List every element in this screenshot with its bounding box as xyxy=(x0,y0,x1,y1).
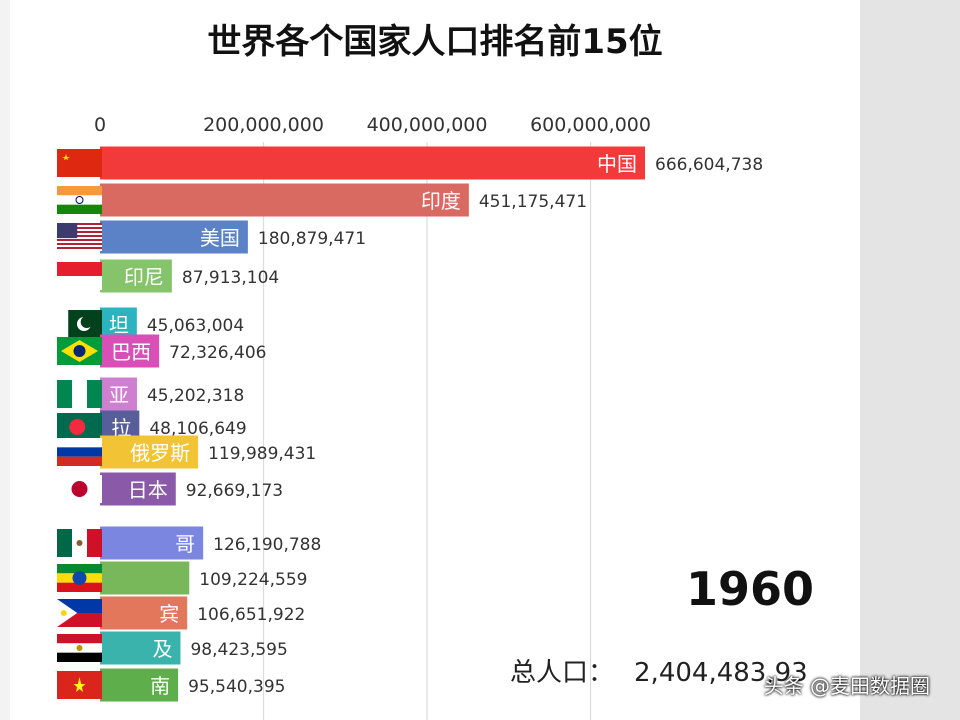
bar xyxy=(100,561,190,595)
bar-value-label: 72,326,406 xyxy=(169,343,266,363)
bar-label: 巴西 xyxy=(111,340,151,364)
bar xyxy=(100,668,179,702)
chart-canvas: 世界各个国家人口排名前15位 0 200,000,000 400,000,000 60… xyxy=(10,0,860,720)
bar xyxy=(100,146,645,180)
x-tick-label: 400,000,000 xyxy=(367,114,488,136)
bar-value-label: 95,540,395 xyxy=(188,677,285,697)
bar xyxy=(100,183,469,217)
bar-label: 美国 xyxy=(200,226,240,250)
bar-value-label: 48,106,649 xyxy=(149,419,246,439)
flag-usa-icon xyxy=(57,223,102,251)
flag-mexico-icon xyxy=(57,529,102,557)
bar xyxy=(100,334,160,368)
bar-label: 印尼 xyxy=(124,265,164,289)
flag-bangladesh-icon xyxy=(57,413,102,441)
bar-chart: 0 200,000,000 400,000,000 600,000,000 中国 666,… xyxy=(57,114,763,720)
page-margin-right xyxy=(860,0,960,720)
bar-value-label: 98,423,595 xyxy=(190,640,287,660)
chart-title: 世界各个国家人口排名前15位 xyxy=(207,22,663,62)
x-tick-label: 600,000,000 xyxy=(530,114,651,136)
bar-value-label: 126,190,788 xyxy=(213,535,321,555)
flag-indonesia-icon xyxy=(57,262,102,290)
page-margin-left xyxy=(0,0,10,720)
bar-label: 及 xyxy=(152,637,172,661)
bar-value-label: 666,604,738 xyxy=(655,155,763,175)
flag-nigeria-icon xyxy=(57,380,102,408)
bar xyxy=(100,631,181,665)
bar xyxy=(100,526,204,560)
bar xyxy=(100,596,188,630)
total-value: 2,404,483,93 xyxy=(634,658,808,688)
bar-label: 南 xyxy=(150,674,170,698)
bar-label: 亚 xyxy=(109,383,129,407)
bar xyxy=(100,435,199,469)
bar xyxy=(100,220,248,254)
bar-value-label: 45,202,318 xyxy=(147,386,244,406)
flag-ethiopia-icon xyxy=(57,564,102,592)
bar-label: 宾 xyxy=(159,602,179,626)
bar-value-label: 106,651,922 xyxy=(197,605,305,625)
bar-label: 俄罗斯 xyxy=(130,441,190,465)
bar-label: 拉 xyxy=(111,416,131,440)
bar xyxy=(100,472,176,506)
bar-value-label: 109,224,559 xyxy=(199,570,307,590)
bar-value-label: 180,879,471 xyxy=(258,229,366,249)
bar-label: 坦 xyxy=(109,313,129,337)
flag-india-icon xyxy=(57,186,102,214)
flag-japan-icon xyxy=(57,475,102,503)
bar-value-label: 451,175,471 xyxy=(479,192,587,212)
bar-value-label: 87,913,104 xyxy=(182,268,279,288)
flag-china-icon xyxy=(57,149,102,177)
bar-label: 日本 xyxy=(128,478,168,502)
bar-label: 中国 xyxy=(597,152,637,176)
total-label: 总人口： xyxy=(510,658,615,688)
bar-label: 印度 xyxy=(421,189,461,213)
flag-brazil-icon xyxy=(57,337,102,365)
flag-egypt-icon xyxy=(57,634,102,662)
flag-pakistan-icon xyxy=(57,310,102,338)
bar xyxy=(100,377,137,411)
x-tick-label: 0 xyxy=(94,114,106,136)
total-population: 总人口： 2,404,483,93 xyxy=(510,652,808,689)
flag-philippines-icon xyxy=(57,599,102,627)
watermark: 头条 @麦田数据圈 xyxy=(763,674,930,698)
bar-label: 哥 xyxy=(175,532,195,556)
x-tick-label: 200,000,000 xyxy=(203,114,324,136)
flag-russia-icon xyxy=(57,438,102,466)
bar-value-label: 92,669,173 xyxy=(186,481,283,501)
bar xyxy=(100,259,172,293)
bar-value-label: 119,989,431 xyxy=(208,444,316,464)
flag-vietnam-icon xyxy=(57,671,102,699)
year-label: 1960 xyxy=(685,562,814,616)
bar-value-label: 45,063,004 xyxy=(147,316,244,336)
